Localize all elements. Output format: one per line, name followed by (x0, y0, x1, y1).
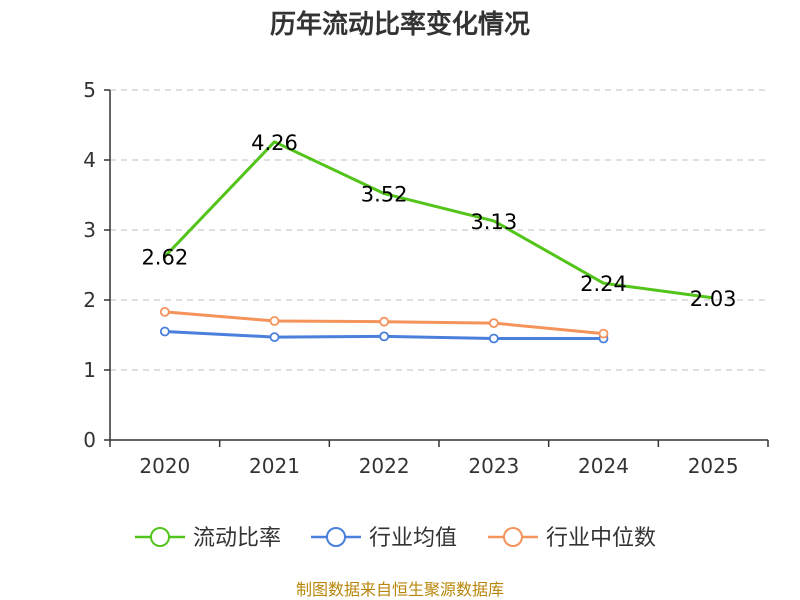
data-point (269, 332, 280, 343)
legend-marker (503, 527, 523, 547)
x-tick-label: 2025 (688, 454, 739, 478)
y-tick-label: 0 (83, 428, 96, 452)
series-line-0 (163, 140, 714, 300)
x-tick-label: 2020 (139, 454, 190, 478)
y-tick-label: 1 (83, 358, 96, 382)
data-point (379, 331, 390, 342)
x-tick-label: 2024 (578, 454, 629, 478)
data-label: 2.24 (580, 272, 627, 296)
x-ticks: 2020 2021 2022 2023 2024 2025 (109, 440, 769, 478)
legend-marker (150, 527, 170, 547)
x-tick-label: 2023 (468, 454, 519, 478)
legend[interactable]: 流动比率 行业均值 行业中位数 (135, 526, 656, 551)
data-label: 4.26 (251, 131, 298, 155)
legend-item[interactable]: 流动比率 (135, 526, 281, 551)
legend-label: 行业中位数 (546, 526, 656, 551)
x-tick-label: 2021 (249, 454, 300, 478)
y-tick-label: 2 (83, 288, 96, 312)
legend-label: 流动比率 (193, 526, 281, 551)
data-point (269, 316, 280, 326)
y-tick-label: 4 (83, 148, 96, 172)
x-tick-label: 2022 (359, 454, 410, 478)
legend-label: 行业均值 (369, 526, 457, 551)
data-point (379, 316, 390, 327)
data-point (488, 333, 499, 344)
series (159, 140, 714, 344)
data-labels: 2.62 4.26 3.52 3.13 2.24 2.03 (141, 131, 736, 311)
grid (110, 89, 768, 371)
data-point (159, 326, 170, 337)
data-label: 2.03 (690, 287, 737, 311)
source-note: 制图数据来自恒生聚源数据库 (296, 580, 504, 599)
data-point (159, 306, 170, 317)
y-tick-label: 3 (83, 218, 96, 242)
y-ticks: 0 1 2 3 4 5 (83, 78, 110, 452)
legend-item[interactable]: 行业中位数 (488, 526, 656, 551)
data-point (598, 328, 609, 339)
data-label: 3.13 (470, 210, 517, 234)
chart-title: 历年流动比率变化情况 (270, 9, 530, 40)
legend-marker (326, 527, 346, 547)
legend-item[interactable]: 行业均值 (311, 526, 457, 551)
data-label: 3.52 (361, 183, 408, 207)
axes (109, 90, 768, 441)
y-tick-label: 5 (83, 78, 96, 102)
data-point (488, 318, 499, 329)
data-label: 2.62 (141, 246, 188, 270)
